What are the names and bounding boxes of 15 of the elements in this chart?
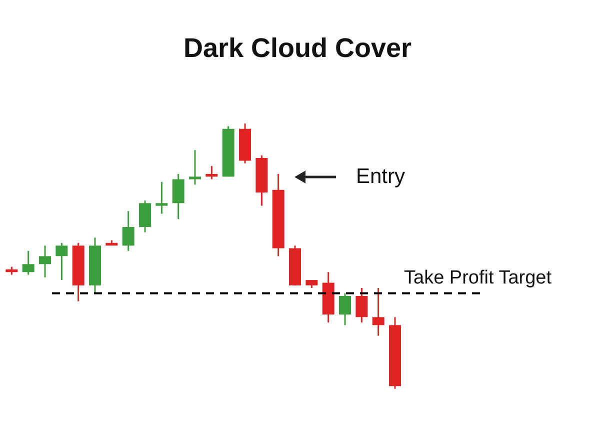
candlestick <box>39 244 51 278</box>
candlestick <box>372 287 384 336</box>
candlestick <box>172 173 184 220</box>
candlestick <box>206 165 218 180</box>
annotation: Entry <box>356 165 406 188</box>
chart-title: Dark Cloud Cover <box>183 33 412 63</box>
candlestick <box>122 210 134 252</box>
candlestick <box>22 250 34 276</box>
candlestick <box>339 292 351 326</box>
ref-line-label: Take Profit Target <box>404 267 552 288</box>
candlestick <box>139 200 151 234</box>
candlestick <box>189 149 201 186</box>
candlestick <box>356 287 368 324</box>
candlestick <box>56 242 68 281</box>
candlestick <box>156 181 168 214</box>
